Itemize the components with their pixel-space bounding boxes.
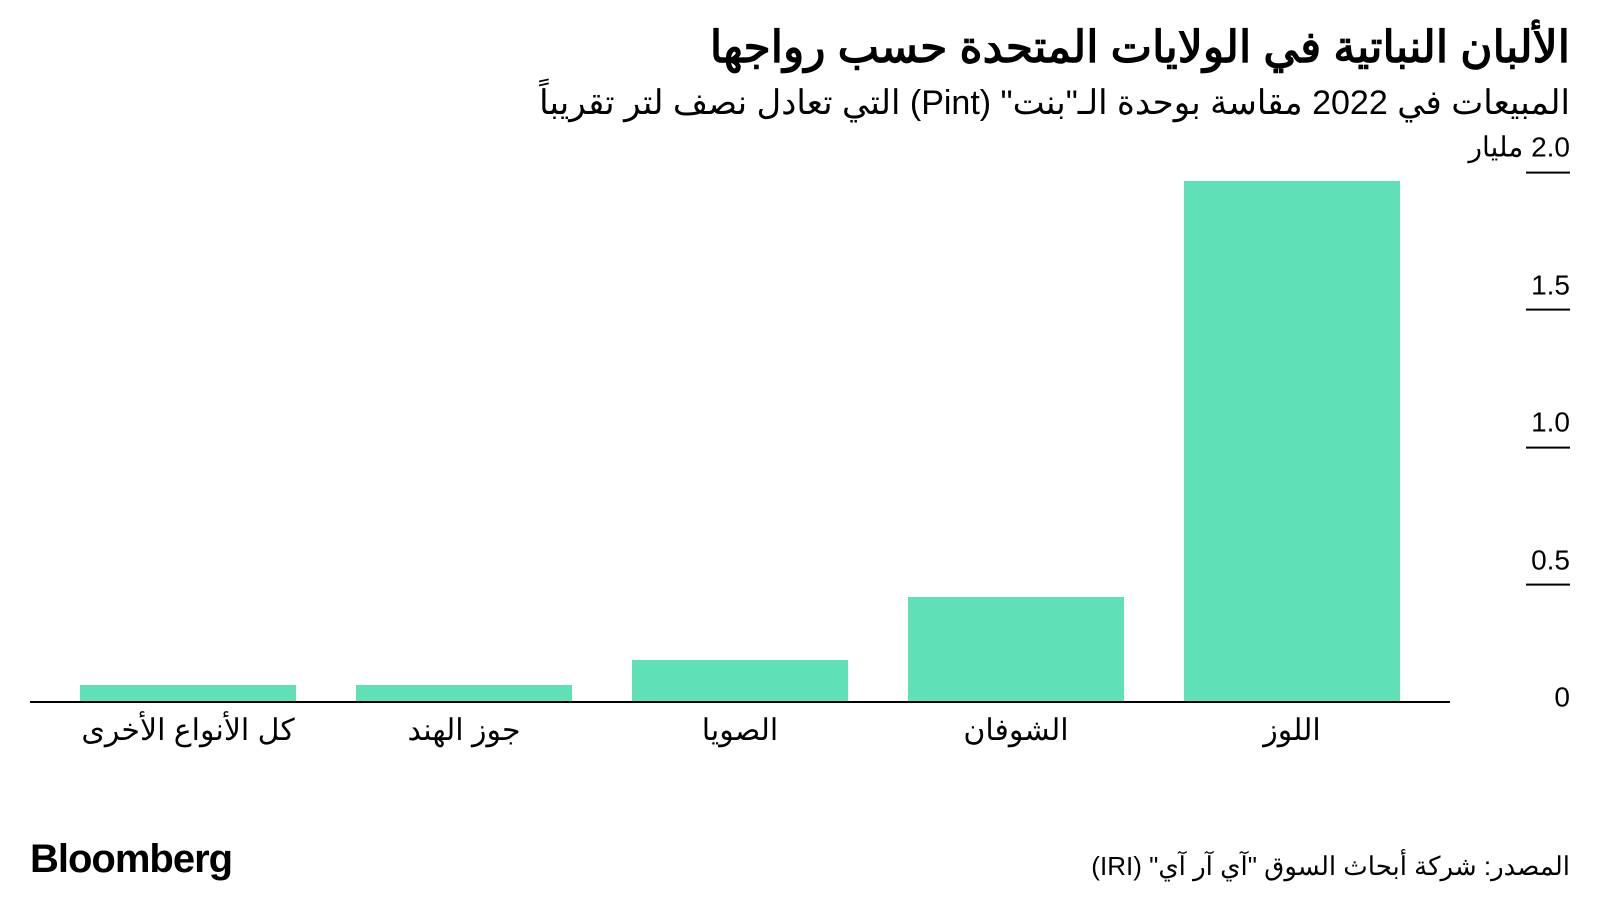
source-text: المصدر: شركة أبحاث السوق "آي آر آي" (IRI… — [1091, 851, 1570, 882]
chart-subtitle: المبيعات في 2022 مقاسة بوحدة الـ"بنت" (P… — [30, 81, 1570, 125]
plot-area — [30, 153, 1450, 703]
y-tick-mark — [1526, 447, 1570, 449]
y-tick: 1.0 — [1526, 408, 1570, 449]
bar-slot — [50, 153, 326, 701]
y-axis: 2.0 مليار 1.5 1.0 0.5 0 — [1455, 153, 1570, 703]
y-tick-mark — [1526, 584, 1570, 586]
bars-container — [30, 153, 1450, 701]
bar-slot — [602, 153, 878, 701]
y-tick-label: 1.0 — [1526, 408, 1570, 439]
chart-title: الألبان النباتية في الولايات المتحدة حسب… — [30, 20, 1570, 75]
bar — [80, 685, 295, 701]
bar — [908, 597, 1123, 701]
bar-slot — [1154, 153, 1430, 701]
x-tick-label: الصويا — [602, 705, 878, 753]
bar-slot — [326, 153, 602, 701]
brand-logo: Bloomberg — [30, 837, 232, 882]
x-tick-label: اللوز — [1154, 705, 1430, 753]
x-tick-label: كل الأنواع الأخرى — [50, 705, 326, 753]
y-tick: 2.0 مليار — [1469, 133, 1571, 174]
chart-area: 2.0 مليار 1.5 1.0 0.5 0 — [30, 153, 1570, 753]
bar — [1184, 181, 1399, 702]
y-tick-label: 0.5 — [1526, 545, 1570, 576]
bar — [632, 660, 847, 701]
bar — [356, 685, 571, 701]
bar-slot — [878, 153, 1154, 701]
x-axis: اللوز الشوفان الصويا جوز الهند كل الأنوا… — [30, 705, 1450, 753]
y-tick-mark — [1526, 172, 1570, 174]
x-tick-label: الشوفان — [878, 705, 1154, 753]
y-tick: 0.5 — [1526, 545, 1570, 586]
y-tick-label: 0 — [1526, 683, 1570, 714]
x-tick-label: جوز الهند — [326, 705, 602, 753]
y-tick: 1.5 — [1526, 270, 1570, 311]
y-tick-label: 2.0 مليار — [1469, 133, 1571, 164]
y-tick-label: 1.5 — [1526, 270, 1570, 301]
y-tick-mark — [1526, 309, 1570, 311]
chart-footer: المصدر: شركة أبحاث السوق "آي آر آي" (IRI… — [30, 837, 1570, 882]
y-tick: 0 — [1526, 683, 1570, 724]
chart-card: الألبان النباتية في الولايات المتحدة حسب… — [0, 0, 1600, 912]
